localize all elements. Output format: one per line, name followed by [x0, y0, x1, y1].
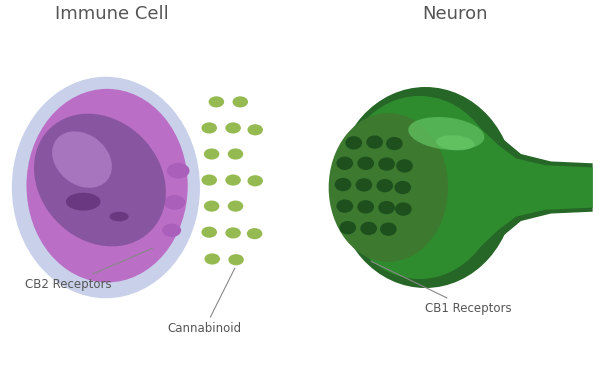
Ellipse shape	[226, 122, 241, 134]
Ellipse shape	[335, 178, 352, 191]
Ellipse shape	[162, 224, 181, 237]
Polygon shape	[425, 87, 593, 288]
Ellipse shape	[202, 122, 217, 134]
Ellipse shape	[109, 212, 128, 221]
Ellipse shape	[340, 96, 499, 279]
Ellipse shape	[396, 159, 413, 172]
Ellipse shape	[346, 136, 362, 150]
Polygon shape	[419, 96, 593, 279]
Ellipse shape	[376, 179, 393, 192]
Ellipse shape	[226, 174, 241, 186]
Ellipse shape	[66, 193, 101, 211]
Ellipse shape	[52, 131, 112, 188]
Ellipse shape	[204, 148, 220, 160]
Ellipse shape	[366, 135, 383, 149]
Text: CB2 Receptors: CB2 Receptors	[25, 248, 153, 291]
Ellipse shape	[378, 201, 395, 214]
Ellipse shape	[329, 113, 448, 262]
Ellipse shape	[337, 157, 353, 170]
Ellipse shape	[395, 202, 412, 216]
Ellipse shape	[204, 201, 220, 212]
Ellipse shape	[247, 228, 262, 239]
Text: CB1 Receptors: CB1 Receptors	[371, 261, 512, 315]
Ellipse shape	[34, 114, 166, 246]
Ellipse shape	[361, 222, 377, 235]
Ellipse shape	[247, 175, 263, 186]
Ellipse shape	[233, 96, 248, 108]
Ellipse shape	[394, 181, 411, 194]
Text: Cannabinoid: Cannabinoid	[167, 268, 242, 336]
Ellipse shape	[356, 178, 372, 192]
Ellipse shape	[358, 157, 374, 170]
Ellipse shape	[436, 135, 475, 150]
Ellipse shape	[228, 201, 243, 212]
Ellipse shape	[378, 158, 395, 171]
Ellipse shape	[386, 137, 403, 150]
Ellipse shape	[358, 200, 374, 213]
Ellipse shape	[209, 96, 224, 108]
Ellipse shape	[26, 89, 188, 282]
Ellipse shape	[205, 254, 220, 264]
Text: Neuron: Neuron	[422, 5, 488, 23]
Ellipse shape	[226, 227, 241, 238]
Ellipse shape	[247, 124, 263, 135]
Ellipse shape	[202, 226, 217, 238]
Ellipse shape	[380, 222, 397, 236]
Ellipse shape	[228, 148, 243, 160]
Ellipse shape	[337, 200, 353, 213]
Ellipse shape	[408, 117, 484, 150]
Ellipse shape	[202, 174, 217, 186]
Ellipse shape	[164, 195, 185, 210]
Ellipse shape	[229, 254, 244, 265]
Ellipse shape	[167, 163, 190, 178]
Text: Immune Cell: Immune Cell	[55, 5, 169, 23]
Ellipse shape	[336, 87, 515, 288]
Ellipse shape	[12, 77, 200, 298]
Ellipse shape	[340, 221, 356, 234]
